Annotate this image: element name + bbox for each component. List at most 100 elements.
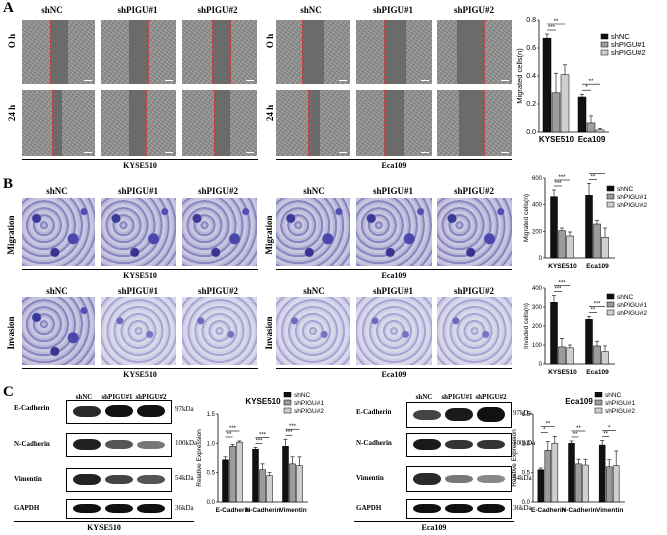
legend-label: shNC	[617, 186, 634, 193]
bar	[593, 223, 601, 259]
legend-swatch	[283, 399, 292, 406]
wound-image-eca-shnc-0h	[276, 20, 350, 84]
kda-vim: 54kDa	[175, 474, 194, 482]
bar	[558, 230, 566, 259]
sig-label: **	[576, 426, 581, 432]
y-tick-label: 400	[532, 203, 543, 209]
y-tick-label: 0.0	[207, 500, 216, 506]
sig-label: ***	[259, 432, 267, 438]
legend-label: shPIGU#1	[617, 302, 647, 309]
sig-label: **	[589, 79, 594, 85]
kyse-migration-caption: KYSE510	[123, 271, 157, 280]
legend-label: shPIGU#1	[605, 400, 635, 407]
protein-label-ncad-eca: N-Cadherin	[356, 439, 392, 447]
kyse-invasion-underline	[22, 368, 258, 369]
kda-ncad-eca: 100kDa	[513, 439, 536, 447]
bar	[551, 92, 561, 133]
lane-label-sh1: shPIGU#1	[101, 393, 133, 401]
x-tick-label: Vimentin	[596, 507, 623, 514]
col-label-sh1: shPIGU#1	[117, 5, 158, 15]
blot-kyse-gapdh	[66, 499, 172, 519]
sig-label: ***	[285, 430, 293, 436]
kda-vim-eca: 54kDa	[513, 474, 532, 482]
bar	[542, 37, 552, 133]
legend-swatch	[283, 392, 292, 398]
eca-wound-caption: Eca109	[381, 161, 407, 170]
wound-image-kyse-shnc-24h	[22, 90, 95, 156]
blot-eca-ecad	[406, 402, 512, 428]
x-tick-label: KYSE510	[548, 369, 577, 376]
x-tick-label: Vimentin	[279, 507, 306, 514]
legend-label: shPIGU#2	[611, 48, 646, 57]
blot-eca-gapdh	[406, 499, 512, 519]
bar	[566, 347, 574, 365]
col-label-sh2: shPIGU#2	[197, 5, 238, 15]
bar	[577, 96, 587, 133]
bar	[605, 466, 613, 503]
y-tick-label: 0.5	[522, 471, 531, 477]
y-tick-label: 600	[532, 176, 543, 182]
legend-swatch	[606, 185, 615, 192]
bar	[568, 443, 575, 503]
row-label-invasion: Invasion	[6, 316, 16, 350]
y-tick-label: 0.5	[207, 471, 216, 477]
col-label-sh1-b-eca: shPIGU#1	[372, 186, 413, 196]
migration-image-eca-sh1	[356, 198, 432, 266]
legend-label: shPIGU#2	[605, 408, 635, 415]
legend-label: shPIGU#2	[617, 310, 647, 317]
chart-title: Eca109	[565, 397, 593, 406]
bar	[544, 450, 552, 503]
y-tick-label: 1.5	[207, 412, 216, 418]
row-label-migration: Migration	[6, 215, 16, 255]
sig-label: **	[227, 432, 232, 438]
migration-image-kyse-shnc	[22, 198, 95, 266]
bar	[550, 302, 558, 365]
bar	[289, 463, 296, 503]
y-tick-label: 0.0	[522, 500, 531, 506]
blot-kyse-vim	[66, 468, 172, 492]
bar	[236, 441, 243, 503]
sig-label: ***	[289, 424, 297, 430]
y-tick-label: 0	[539, 362, 543, 368]
sig-label: **	[591, 174, 596, 180]
legend-label: shPIGU#1	[611, 40, 646, 49]
col-label-sh2-b-eca: shPIGU#2	[453, 186, 494, 196]
bar	[558, 346, 566, 365]
y-tick-label: 200	[532, 229, 543, 235]
wound-image-eca-sh2-24h	[437, 90, 512, 156]
row-label-0h-eca: O h	[265, 33, 275, 49]
bar	[282, 446, 289, 503]
bar	[582, 464, 589, 503]
col-label-shnc-eca: shNC	[300, 5, 322, 15]
migration-image-eca-shnc	[276, 198, 350, 266]
legend-swatch	[594, 407, 603, 414]
legend-label: shNC	[605, 392, 622, 399]
wound-image-kyse-sh1-24h	[101, 90, 176, 156]
kyse-blot-caption: KYSE510	[87, 523, 121, 532]
bar	[222, 459, 229, 503]
row-label-24h: 24 h	[7, 104, 17, 122]
eca-blot-underline	[354, 521, 514, 522]
sig-label: **	[554, 19, 559, 25]
wound-image-kyse-shnc-0h	[22, 20, 95, 84]
y-tick-label: 0.0	[526, 129, 536, 136]
bar	[585, 319, 593, 365]
invasion-image-kyse-sh2	[182, 297, 257, 365]
protein-label-vim-eca: Vimentin	[356, 474, 384, 482]
legend-swatch	[606, 201, 615, 208]
wound-image-eca-shnc-24h	[276, 90, 350, 156]
bar	[229, 446, 236, 503]
protein-label-ncad: N-Cadherin	[14, 440, 50, 448]
kyse-blot-underline	[14, 521, 194, 522]
y-tick-label: 0.8	[526, 17, 536, 24]
wound-image-kyse-sh2-24h	[182, 90, 257, 156]
protein-label-vim: Vimentin	[14, 475, 42, 483]
sig-label: ***	[558, 281, 566, 287]
legend-swatch	[600, 49, 609, 56]
y-tick-label: 0.4	[526, 73, 536, 80]
y-tick-label: 0	[539, 256, 543, 262]
sig-label: ***	[554, 181, 562, 187]
bar	[585, 195, 593, 259]
legend-swatch	[594, 399, 603, 406]
wound-image-kyse-sh2-0h	[182, 20, 257, 84]
